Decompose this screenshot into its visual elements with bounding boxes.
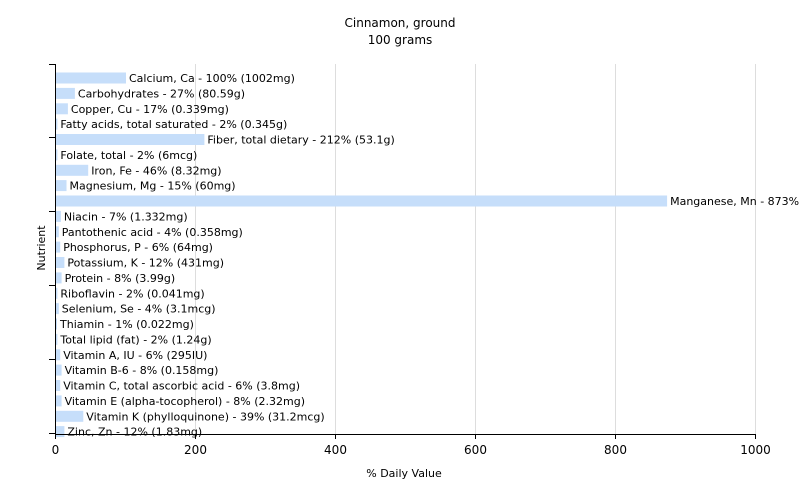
bar-label: Protein - 8% (3.99g) (65, 272, 176, 285)
grid-lines (195, 64, 756, 434)
bar (56, 318, 57, 330)
bar (56, 333, 58, 345)
bar-label: Copper, Cu - 17% (0.339mg) (71, 103, 229, 116)
bar (56, 272, 62, 284)
bar-label: Phosphorus, P - 6% (64mg) (63, 241, 213, 254)
bar-label: Pantothenic acid - 4% (0.358mg) (62, 226, 243, 239)
bar-label: Thiamin - 1% (0.022mg) (59, 318, 194, 331)
y-axis-label: Nutrient (35, 225, 48, 271)
bar (56, 380, 61, 391)
bar-label: Vitamin K (phylloquinone) - 39% (31.2mcg… (86, 410, 324, 423)
bar (56, 395, 62, 407)
bar-label: Manganese, Mn - 873% (17.466mg) (670, 195, 800, 208)
bar (56, 287, 58, 299)
bar (56, 103, 68, 115)
bar-label: Potassium, K - 12% (431mg) (67, 257, 224, 270)
x-axis-label: % Daily Value (366, 467, 442, 480)
bar-label: Carbohydrates - 27% (80.59g) (78, 87, 245, 100)
bar-label: Vitamin B-6 - 8% (0.158mg) (65, 364, 219, 377)
bar-label: Total lipid (fat) - 2% (1.24g) (59, 333, 211, 346)
x-tick-label: 800 (604, 443, 627, 457)
bar (56, 195, 668, 207)
bar-label: Fatty acids, total saturated - 2% (0.345… (60, 118, 287, 131)
bar-label: Iron, Fe - 46% (8.32mg) (91, 164, 221, 177)
x-tick-label: 200 (184, 443, 207, 457)
bar (56, 410, 84, 422)
bar-label: Folate, total - 2% (6mcg) (60, 149, 197, 162)
bar (56, 180, 67, 192)
bar-label: Selenium, Se - 4% (3.1mcg) (62, 303, 216, 316)
bar-label: Riboflavin - 2% (0.041mg) (60, 287, 204, 300)
bar (56, 118, 58, 130)
x-tick-label: 1000 (740, 443, 771, 457)
chart-title: Cinnamon, ground (345, 16, 456, 30)
x-tick-label: 0 (52, 443, 60, 457)
bar (56, 349, 61, 361)
bar (56, 257, 65, 268)
bar (56, 164, 89, 176)
bar (56, 241, 61, 253)
x-tick-label: 600 (464, 443, 487, 457)
bar (56, 149, 58, 161)
x-ticks: 0 200 400 600 800 1000 (52, 434, 771, 457)
axes (49, 64, 756, 435)
bar (56, 303, 59, 315)
bar (56, 210, 61, 222)
x-tick-label: 400 (324, 443, 347, 457)
bar-label: Vitamin E (alpha-tocopherol) - 8% (2.32m… (65, 395, 305, 408)
bar-label: Vitamin C, total ascorbic acid - 6% (3.8… (63, 380, 300, 393)
bar-label: Magnesium, Mg - 15% (60mg) (70, 180, 236, 193)
bar (56, 426, 65, 438)
bar (56, 72, 126, 84)
bar-label: Vitamin A, IU - 6% (295IU) (63, 349, 207, 362)
bar (56, 364, 62, 376)
bar-label: Fiber, total dietary - 212% (53.1g) (207, 134, 394, 147)
bar (56, 87, 75, 99)
bar-label: Calcium, Ca - 100% (1002mg) (129, 72, 295, 85)
bar-label: Zinc, Zn - 12% (1.83mg) (67, 426, 202, 439)
bars: Calcium, Ca - 100% (1002mg) Carbohydrates… (56, 72, 800, 439)
bar (56, 226, 59, 238)
bar-label: Niacin - 7% (1.332mg) (64, 210, 188, 223)
chart-subtitle: 100 grams (368, 33, 433, 47)
bar (56, 134, 205, 145)
